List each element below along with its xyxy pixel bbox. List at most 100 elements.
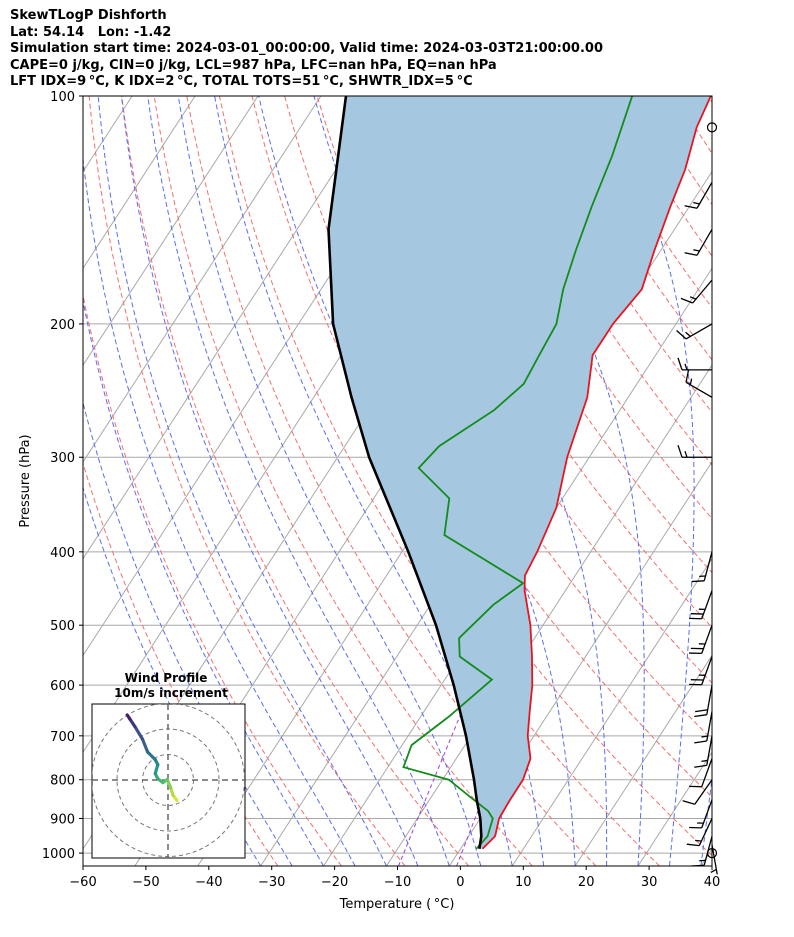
x-tick-label: −30 [258, 875, 285, 890]
barb-half [695, 839, 702, 842]
barb-full [676, 330, 687, 340]
wind-barb [689, 624, 713, 655]
barb-half [684, 363, 688, 371]
barb-full [682, 800, 695, 805]
x-tick-label: 40 [704, 875, 721, 890]
y-tick-label: 800 [50, 774, 75, 789]
moist-adiabat-line [177, 96, 482, 866]
wind-barb [686, 818, 713, 847]
x-tick-label: 0 [456, 875, 464, 890]
wind-barb [677, 357, 712, 371]
header: SkewTLogP Dishforth Lat: 54.14 Lon: -1.4… [10, 8, 603, 91]
dry-adiabat-line [707, 96, 712, 103]
hodograph-inner [92, 704, 245, 858]
y-tick-label: 1000 [42, 847, 75, 862]
wind-barb [694, 735, 713, 768]
cin-area [328, 96, 711, 849]
y-tick-label: 300 [50, 451, 75, 466]
dry-adiabat-line [121, 96, 470, 866]
axis-ticks: −60 −50 −40 −30 −20 −10 0 10 20 30 40 100 200 300 400 5… [42, 90, 720, 890]
hodograph-segment [133, 724, 145, 741]
wind-barb [689, 799, 713, 829]
dry-adiabat-line [83, 293, 342, 866]
title-line: SkewTLogP Dishforth [10, 8, 167, 23]
y-tick-label: 200 [50, 318, 75, 333]
wind-barb [685, 369, 713, 398]
dry-adiabat-line [741, 96, 794, 866]
wind-barb [689, 656, 713, 686]
x-tick-label: −20 [321, 875, 348, 890]
isotherm-line [700, 848, 712, 866]
wind-barb [689, 590, 713, 620]
dry-adiabat-line [773, 96, 794, 866]
barb-half [693, 202, 700, 205]
dry-adiabat-line [512, 96, 712, 413]
barb-half [684, 451, 688, 458]
wind-barb [677, 445, 712, 458]
wind-barb [691, 836, 713, 867]
barb-half [701, 735, 708, 738]
barb-full [677, 445, 683, 458]
wind-barbs [676, 122, 718, 875]
y-tick-label: 400 [50, 546, 75, 561]
y-tick-label: 500 [50, 619, 75, 634]
y-tick-label: 600 [50, 679, 75, 694]
wind-barb [684, 181, 713, 209]
x-tick-label: 20 [578, 875, 595, 890]
x-tick-label: 30 [641, 875, 658, 890]
isotherm-line [83, 96, 196, 270]
barb-full [677, 357, 683, 371]
moist-adiabat-line [83, 400, 293, 866]
x-tick-label: 10 [515, 875, 532, 890]
y-tick-label: 100 [50, 90, 75, 105]
barb-full [685, 369, 690, 383]
barb-staff [701, 758, 713, 787]
wind-barb [676, 323, 713, 340]
wind-barb [689, 758, 713, 788]
hodograph [91, 703, 246, 859]
isotherm-line [764, 96, 794, 866]
dry-adiabat-line [186, 96, 597, 866]
dry-adiabat-line [675, 96, 712, 155]
barb-full [680, 297, 693, 304]
location-line: Lat: 54.14 Lon: -1.42 [10, 24, 172, 40]
isotherm-line [83, 96, 385, 560]
dewpoint-line [402, 96, 634, 850]
dry-adiabat-line [88, 96, 406, 866]
wind-barb [680, 279, 713, 304]
isotherm-line [511, 557, 712, 866]
wind-barb [694, 685, 713, 718]
y-axis-label: Pressure (hPa) [18, 434, 33, 527]
hodograph-segment [140, 737, 150, 754]
wind-barb [710, 844, 718, 875]
indices-line: LFT IDX=9 °C, K IDX=2 °C, TOTAL TOTS=51 … [10, 74, 473, 90]
x-tick-label: −10 [384, 875, 411, 890]
barb-half [685, 331, 691, 337]
y-tick-label: 700 [50, 730, 75, 745]
barb-staff [711, 844, 718, 875]
hodograph-title: Wind Profile [125, 671, 208, 685]
barb-full [686, 843, 700, 847]
barb-full [694, 740, 707, 744]
barb-half [693, 249, 700, 252]
barb-full [691, 864, 705, 867]
isotherm-line [574, 654, 712, 866]
hodograph-segment [146, 750, 157, 762]
cape-line: CAPE=0 j/kg, CIN=0 j/kg, LCL=987 hPa, LF… [10, 57, 497, 73]
isotherm-line [323, 267, 712, 866]
barb-full [694, 764, 707, 768]
time-line: Simulation start time: 2024-03-01_00:00:… [10, 41, 603, 57]
moist-adiabat-line [121, 96, 419, 866]
barb-staff [694, 779, 713, 805]
barb-full [691, 580, 705, 583]
moist-adiabat-line [83, 298, 325, 866]
isotherm-line [83, 96, 259, 367]
parcel-path-line [327, 96, 483, 849]
x-tick-label: −60 [69, 875, 96, 890]
barb-half [710, 868, 717, 873]
wind-barb [694, 711, 713, 744]
moist-adiabat-line [83, 154, 356, 866]
barb-full [684, 205, 698, 209]
x-tick-label: −40 [195, 875, 222, 890]
